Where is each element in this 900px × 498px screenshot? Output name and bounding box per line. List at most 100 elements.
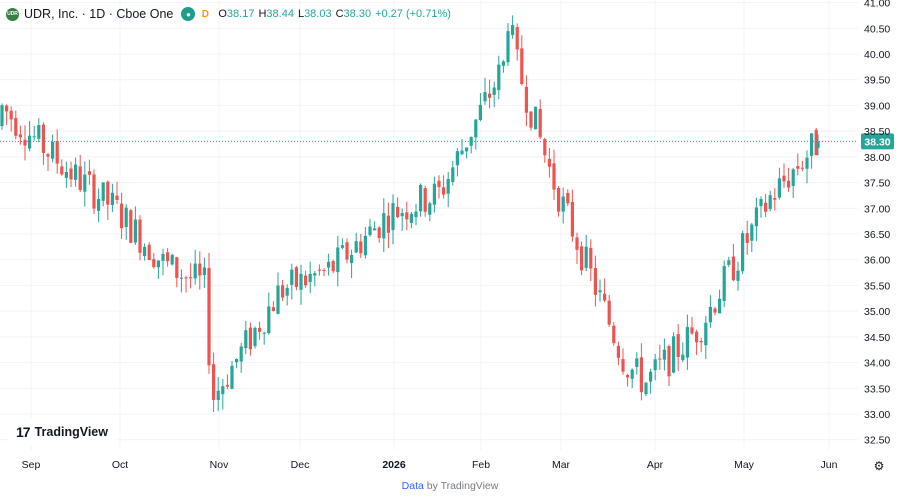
- candle-body: [225, 384, 229, 387]
- candle-body: [534, 106, 538, 130]
- price-tick-label: 40.50: [864, 23, 890, 35]
- candle-body: [704, 322, 708, 346]
- price-tick-label: 40.00: [864, 49, 890, 61]
- candle-body: [253, 327, 257, 347]
- candle-body: [465, 147, 469, 152]
- candle-body: [455, 151, 459, 166]
- data-link[interactable]: Data: [401, 480, 424, 492]
- candle-body: [428, 203, 432, 215]
- eye-icon[interactable]: ●: [181, 7, 196, 21]
- candle-body: [598, 290, 602, 293]
- price-tick-label: 39.50: [864, 75, 890, 87]
- candle-body: [451, 167, 455, 182]
- candle-body: [713, 308, 717, 313]
- open-value: 38.17: [226, 8, 255, 20]
- d-badge[interactable]: D: [198, 7, 213, 21]
- price-tick-label: 38.00: [864, 152, 890, 164]
- candle-body: [184, 277, 188, 279]
- candle-body: [603, 293, 607, 301]
- candle-body: [133, 219, 137, 243]
- candle-body: [460, 150, 464, 155]
- candle-body: [814, 129, 818, 156]
- candle-body: [69, 168, 73, 180]
- candle-body: [653, 359, 657, 371]
- symbol-title[interactable]: UDR, Inc. · 1D · Cboe One: [24, 7, 174, 21]
- candle-body: [570, 201, 574, 237]
- low-value: 38.03: [304, 8, 332, 20]
- candle-body: [189, 277, 193, 279]
- candle-body: [299, 273, 303, 290]
- candle-body: [97, 198, 101, 211]
- candle-body: [791, 169, 795, 186]
- candle-body: [74, 164, 78, 180]
- candle-body: [423, 188, 427, 212]
- candle-body: [276, 285, 280, 314]
- candle-body: [0, 105, 4, 127]
- candle-body: [492, 87, 496, 95]
- candle-body: [202, 267, 206, 276]
- candle-body: [768, 195, 772, 209]
- chart-grid: [0, 0, 858, 450]
- candle-body: [336, 247, 340, 273]
- candle-body: [368, 226, 372, 236]
- candle-body: [409, 213, 413, 224]
- candle-body: [557, 187, 561, 212]
- candle-body: [179, 277, 183, 279]
- candle-body: [37, 125, 41, 139]
- tradingview-wordmark: TradingView: [34, 425, 108, 439]
- candle-body: [607, 300, 611, 325]
- candle-body: [317, 269, 321, 271]
- candle-body: [124, 207, 128, 227]
- candle-body: [9, 110, 13, 120]
- price-tick-label: 39.00: [864, 100, 890, 112]
- candle-body: [612, 325, 616, 344]
- gear-icon[interactable]: ⚙: [873, 459, 885, 473]
- price-tick-label: 35.50: [864, 280, 890, 292]
- candle-body: [51, 141, 55, 159]
- symbol-legend: UDR UDR, Inc. · 1D · Cboe One ● D O 38.17…: [6, 5, 451, 23]
- time-tick-label: Feb: [472, 459, 490, 471]
- candle-body: [580, 246, 584, 271]
- candle-body: [810, 133, 814, 156]
- candle-body: [538, 108, 542, 138]
- time-tick-label: Apr: [647, 459, 664, 471]
- tradingview-logo[interactable]: 17 TradingView: [8, 418, 116, 446]
- candle-body: [708, 306, 712, 323]
- candle-body: [662, 349, 666, 360]
- price-tick-label: 33.00: [864, 409, 890, 421]
- candle-body: [5, 105, 9, 112]
- time-tick-label: 2026: [382, 459, 406, 471]
- candle-body: [386, 215, 390, 233]
- symbol-logo: UDR: [6, 7, 19, 21]
- high-label: H: [258, 8, 267, 20]
- candle-body: [175, 257, 179, 278]
- candle-body: [382, 213, 386, 239]
- candle-body: [258, 327, 262, 332]
- candle-body: [170, 254, 174, 265]
- candle-body: [626, 375, 630, 378]
- candle-body: [690, 327, 694, 334]
- candle-body: [584, 246, 588, 268]
- price-axis[interactable]: 32.50 33.00 33.50 34.00 34.50 35.00 35.50 36.00…: [864, 0, 890, 447]
- candle-body: [515, 27, 519, 50]
- time-axis[interactable]: Sep Oct Nov Dec 2026 Feb Mar Apr May Jun: [22, 459, 838, 471]
- candle-body: [230, 365, 234, 389]
- candle-body: [695, 331, 699, 343]
- candle-body: [400, 213, 404, 217]
- candle-body: [524, 86, 528, 113]
- candle-body: [718, 298, 722, 314]
- candle-body: [60, 166, 64, 175]
- candle-body: [501, 61, 505, 66]
- candle-body: [207, 267, 211, 366]
- candle-body: [483, 92, 487, 102]
- candle-body: [616, 345, 620, 358]
- candle-body: [396, 206, 400, 218]
- price-tick-label: 35.00: [864, 306, 890, 318]
- time-tick-label: Jun: [821, 459, 838, 471]
- candle-body: [442, 187, 446, 195]
- candle-body: [639, 357, 643, 393]
- candle-body: [14, 118, 18, 136]
- time-tick-label: May: [734, 459, 755, 471]
- candle-body: [281, 285, 285, 298]
